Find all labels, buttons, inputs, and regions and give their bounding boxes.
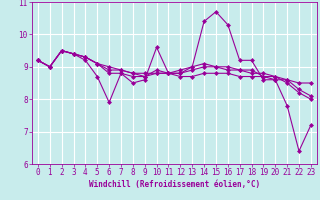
X-axis label: Windchill (Refroidissement éolien,°C): Windchill (Refroidissement éolien,°C) xyxy=(89,180,260,189)
